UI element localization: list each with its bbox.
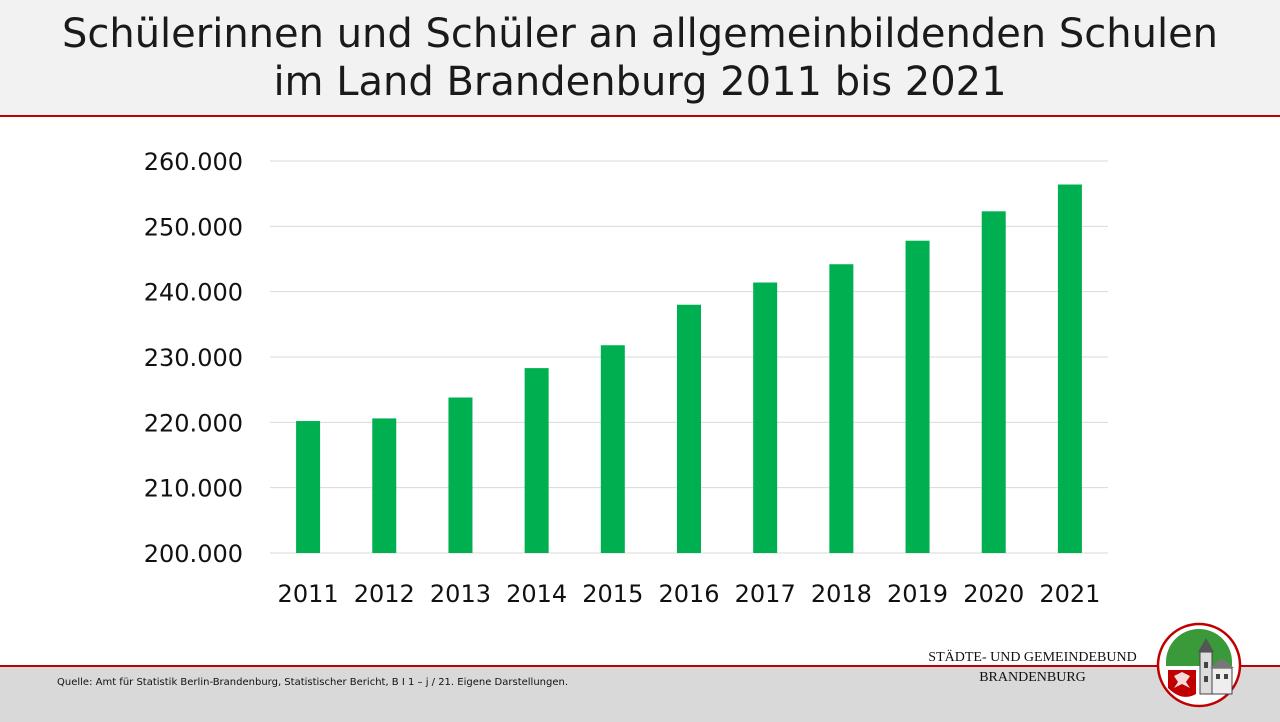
bar-chart: 200.000 210.000 220.000 230.000 240.000 250.0… bbox=[144, 148, 1108, 608]
page-title-line-2: im Land Brandenburg 2011 bis 2021 bbox=[273, 58, 1007, 105]
source-note: Quelle: Amt für Statistik Berlin-Branden… bbox=[57, 677, 569, 688]
y-tick-label: 210.000 bbox=[144, 475, 243, 503]
bars bbox=[296, 184, 1082, 553]
page-title-line-1: Schülerinnen und Schüler an allgemeinbil… bbox=[61, 10, 1219, 57]
organization-name-line-1: STÄDTE- UND GEMEINDEBUND bbox=[928, 650, 1137, 665]
bar-2011 bbox=[296, 421, 321, 553]
bar-2016 bbox=[677, 304, 701, 553]
bar-2021 bbox=[1057, 184, 1082, 553]
header: Schülerinnen und Schüler an allgemeinbil… bbox=[0, 0, 1280, 117]
x-tick-label: 2013 bbox=[430, 580, 491, 608]
bar-2013 bbox=[448, 397, 473, 553]
y-tick-label: 220.000 bbox=[144, 409, 243, 437]
x-tick-label: 2012 bbox=[354, 580, 415, 608]
organization-name-line-2: BRANDENBURG bbox=[979, 670, 1086, 685]
bar-2019 bbox=[905, 240, 930, 553]
bar-2012 bbox=[372, 418, 397, 553]
x-tick-label: 2011 bbox=[278, 580, 339, 608]
bar-2015 bbox=[600, 345, 625, 553]
coat-of-arms-logo bbox=[1156, 622, 1242, 708]
y-tick-label: 230.000 bbox=[144, 344, 243, 372]
bar-2020 bbox=[981, 211, 1006, 553]
y-tick-label: 260.000 bbox=[144, 148, 243, 176]
x-tick-label: 2018 bbox=[811, 580, 872, 608]
footer: Quelle: Amt für Statistik Berlin-Branden… bbox=[0, 665, 1280, 722]
x-tick-label: 2014 bbox=[506, 580, 567, 608]
x-axis-tick-labels: 2011 2012 2013 2014 2015 2016 2017 2018 2019 2020… bbox=[278, 580, 1101, 608]
x-tick-label: 2020 bbox=[963, 580, 1024, 608]
y-tick-label: 250.000 bbox=[144, 213, 243, 241]
x-tick-label: 2019 bbox=[887, 580, 948, 608]
bar-2018 bbox=[829, 264, 854, 553]
y-tick-label: 200.000 bbox=[144, 540, 243, 568]
x-tick-label: 2016 bbox=[658, 580, 719, 608]
x-tick-label: 2021 bbox=[1039, 580, 1100, 608]
x-tick-label: 2017 bbox=[735, 580, 796, 608]
x-tick-label: 2015 bbox=[582, 580, 643, 608]
y-tick-label: 240.000 bbox=[144, 279, 243, 307]
y-axis-tick-labels: 200.000 210.000 220.000 230.000 240.000 250.0… bbox=[144, 148, 243, 568]
bar-2014 bbox=[524, 368, 549, 553]
organization-name: STÄDTE- UND GEMEINDEBUND BRANDENBURG bbox=[910, 648, 1155, 688]
bar-2017 bbox=[753, 282, 778, 553]
